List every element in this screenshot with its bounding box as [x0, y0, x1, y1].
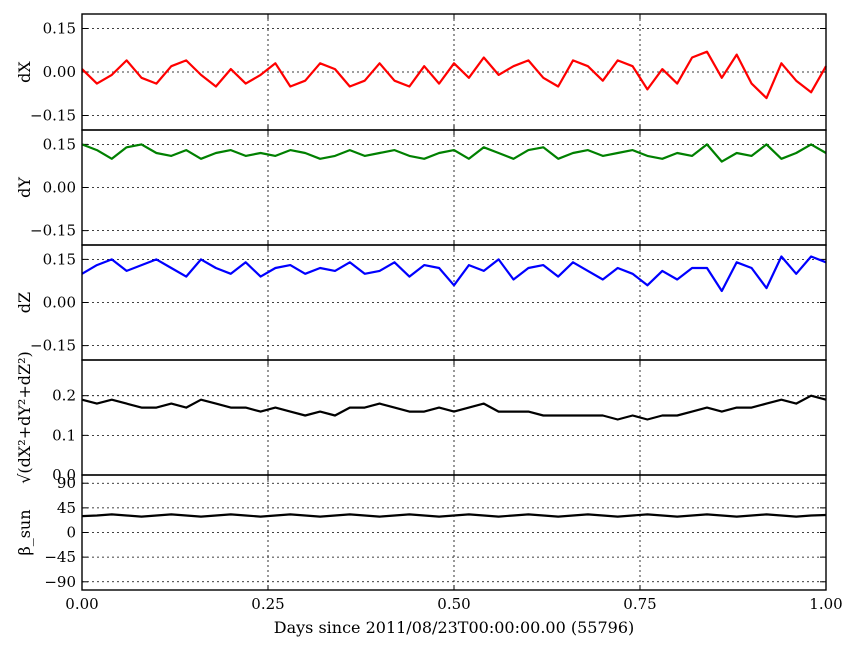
panel-frame: [81, 474, 827, 591]
y-tick-label: 0.15: [43, 135, 76, 153]
x-tick-label: 0.00: [65, 595, 98, 613]
y-tick-label: 0.15: [43, 250, 76, 268]
panel-3: 0.15 0.00 −0.15 dZ: [15, 244, 827, 361]
y-axis-label: √(dX²+dY²+dZ²): [15, 351, 34, 484]
y-tick-label: 0.1: [52, 426, 76, 444]
panel-2: 0.15 0.00 −0.15 dY: [15, 129, 827, 246]
x-tick-label: 0.75: [623, 595, 656, 613]
y-tick-label: 0.00: [43, 63, 76, 81]
series-line-1: [81, 50, 827, 100]
y-axis-label: dZ: [15, 292, 34, 313]
series-line-3: [81, 255, 827, 293]
x-tick-label: 1.00: [809, 595, 842, 613]
panel-1: 0.15 0.00 −0.15 dX: [15, 13, 827, 131]
y-axis-label: dX: [15, 61, 34, 83]
panel-frame: [81, 359, 827, 476]
y-tick-label: −45: [44, 548, 76, 566]
y-tick-label: −0.15: [30, 337, 76, 355]
y-axis-label: β_sun: [15, 509, 34, 555]
panel-4: 0.2 0.1 0.0 √(dX²+dY²+dZ²): [15, 351, 827, 484]
y-tick-label: 0.00: [43, 294, 76, 312]
series-line-4: [81, 394, 827, 421]
y-tick-label: −90: [44, 573, 76, 591]
series-line-2: [81, 143, 827, 163]
x-axis: 0.00 0.25 0.50 0.75 1.00: [65, 595, 842, 613]
chart-panels: 0.150.00−0.15dX0.150.00−0.15dY0.150.00−0…: [15, 13, 827, 591]
y-tick-label: 0.00: [43, 179, 76, 197]
x-tick-label: 0.50: [437, 595, 470, 613]
x-axis-label: Days since 2011/08/23T00:00:00.00 (55796…: [274, 618, 635, 637]
y-tick-label: −0.15: [30, 107, 76, 125]
y-axis-label: dY: [15, 177, 34, 198]
y-tick-label: 90: [57, 474, 76, 492]
y-tick-label: 0: [66, 524, 76, 542]
panel-5: 90 45 0 −45 −90 β_sun: [15, 474, 827, 591]
y-tick-label: 0.2: [52, 387, 76, 405]
x-tick-label: 0.25: [251, 595, 284, 613]
y-tick-label: 0.15: [43, 20, 76, 38]
series-line-5: [81, 513, 827, 518]
y-tick-label: −0.15: [30, 222, 76, 240]
y-tick-label: 0.0: [52, 466, 76, 484]
y-tick-label: 45: [57, 499, 76, 517]
